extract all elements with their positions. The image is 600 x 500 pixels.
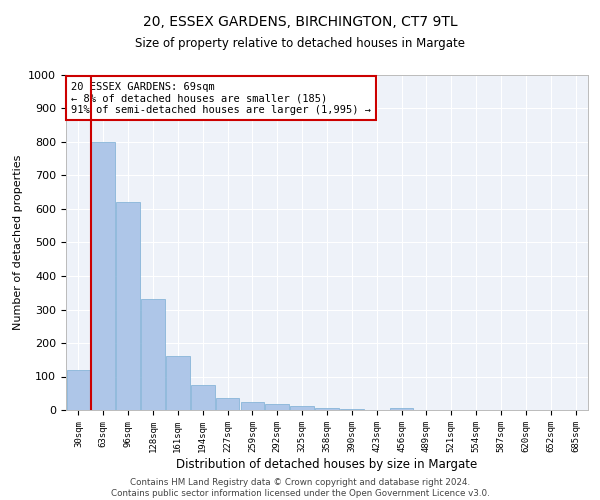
X-axis label: Distribution of detached houses by size in Margate: Distribution of detached houses by size … [176,458,478,470]
Bar [241,402,264,410]
Text: 20 ESSEX GARDENS: 69sqm
← 8% of detached houses are smaller (185)
91% of semi-de: 20 ESSEX GARDENS: 69sqm ← 8% of detached… [71,82,371,115]
Bar [390,408,413,410]
Bar [67,370,90,410]
Bar [116,202,140,410]
Text: Size of property relative to detached houses in Margate: Size of property relative to detached ho… [135,38,465,51]
Bar [191,385,215,410]
Bar [216,398,239,410]
Text: Contains HM Land Registry data © Crown copyright and database right 2024.
Contai: Contains HM Land Registry data © Crown c… [110,478,490,498]
Text: 20, ESSEX GARDENS, BIRCHINGTON, CT7 9TL: 20, ESSEX GARDENS, BIRCHINGTON, CT7 9TL [143,15,457,29]
Bar [166,356,190,410]
Bar [265,404,289,410]
Bar [290,406,314,410]
Y-axis label: Number of detached properties: Number of detached properties [13,155,23,330]
Bar [315,408,339,410]
Bar [91,142,115,410]
Bar [141,300,165,410]
